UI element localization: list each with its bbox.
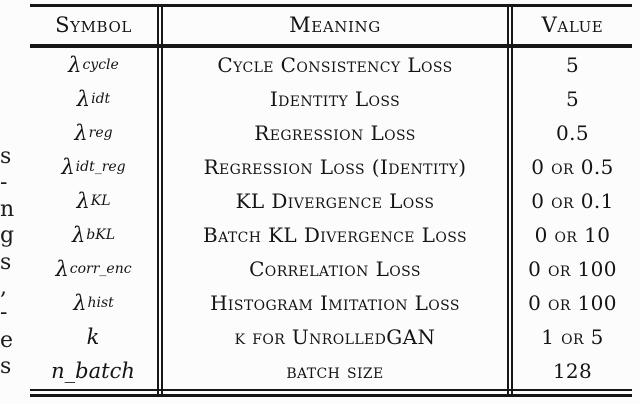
- meaning-cell: Regression Loss (Identity): [203, 155, 467, 179]
- symbol-subscript: KL: [90, 193, 111, 209]
- meaning-cell: Correlation Loss: [249, 257, 421, 281]
- meaning-cell: Regression Loss: [254, 121, 416, 145]
- table-header-row: Symbol Meaning Value: [30, 7, 632, 44]
- table-row: λ reg Regression Loss 0.5: [30, 116, 632, 150]
- value-cell: 5: [565, 87, 580, 111]
- symbol-base: λ: [76, 189, 90, 213]
- table-bottom-rule-inner: [30, 394, 632, 397]
- symbol-subscript: idt: [91, 91, 111, 107]
- symbol-base: λ: [55, 257, 69, 281]
- meaning-cell: Identity Loss: [269, 87, 401, 111]
- symbol-base: λ: [76, 87, 91, 111]
- symbol-base: k: [86, 325, 100, 349]
- table-body: λ cycle Cycle Consistency Loss 5 λ idt Ide…: [30, 48, 632, 388]
- table-vertical-double-rule-1: [157, 4, 163, 396]
- margin-fragment: n: [0, 197, 15, 222]
- symbol-subscript: reg: [88, 125, 113, 141]
- value-cell: 128: [552, 359, 593, 383]
- symbol-base: λ: [61, 155, 75, 179]
- symbol-cell: λ KL: [30, 184, 157, 218]
- symbol-cell: n_batch: [30, 354, 157, 388]
- symbol-cell: λ hist: [30, 286, 157, 320]
- symbol-subscript: idt_reg: [75, 159, 126, 175]
- table-row: k k for UnrolledGAN 1 or 5: [30, 320, 632, 354]
- value-cell: 5: [565, 53, 580, 77]
- header-meaning: Meaning: [289, 13, 381, 37]
- table-top-rule: [30, 4, 632, 7]
- value-cell: 0 or 100: [528, 257, 617, 281]
- meaning-cell: KL Divergence Loss: [235, 189, 435, 213]
- table-bottom-rule-outer: [30, 388, 632, 391]
- margin-fragment: -: [0, 300, 8, 325]
- header-value: Value: [541, 13, 604, 37]
- symbol-subscript: hist: [87, 295, 114, 311]
- value-cell: 0 or 0.1: [531, 189, 614, 213]
- symbol-subscript: cycle: [82, 57, 119, 73]
- table-vertical-double-rule-2: [507, 4, 513, 396]
- symbol-subscript: bKL: [86, 227, 116, 243]
- table-header-rule: [30, 43, 632, 48]
- value-cell: 0 or 100: [528, 291, 617, 315]
- symbol-cell: λ idt: [30, 82, 157, 116]
- meaning-cell: k for UnrolledGAN: [234, 325, 436, 349]
- table-row: λ bKL Batch KL Divergence Loss 0 or 10: [30, 218, 632, 252]
- table-row: λ KL KL Divergence Loss 0 or 0.1: [30, 184, 632, 218]
- hyperparameters-table: Symbol Meaning Value λ cycle Cycle Consis…: [30, 0, 632, 400]
- margin-fragment: -: [0, 170, 8, 195]
- symbol-base: n_batch: [51, 359, 135, 383]
- table-row: λ idt_reg Regression Loss (Identity) 0 or…: [30, 150, 632, 184]
- margin-fragment: g: [0, 223, 15, 248]
- table-row: λ idt Identity Loss 5: [30, 82, 632, 116]
- symbol-base: λ: [73, 291, 87, 315]
- symbol-cell: λ idt_reg: [30, 150, 157, 184]
- table-row: n_batch batch size 128: [30, 354, 632, 388]
- symbol-cell: λ corr_enc: [30, 252, 157, 286]
- symbol-subscript: corr_enc: [69, 261, 132, 277]
- value-cell: 0 or 10: [534, 223, 611, 247]
- margin-fragment: s: [0, 250, 12, 275]
- margin-fragment: ,: [0, 275, 7, 300]
- table-row: λ corr_enc Correlation Loss 0 or 100: [30, 252, 632, 286]
- symbol-base: λ: [71, 223, 86, 247]
- table-row: λ hist Histogram Imitation Loss 0 or 100: [30, 286, 632, 320]
- value-cell: 0 or 0.5: [531, 155, 614, 179]
- margin-fragment: e: [0, 328, 14, 353]
- symbol-cell: λ bKL: [30, 218, 157, 252]
- value-cell: 0.5: [555, 121, 589, 145]
- margin-fragment: s: [0, 354, 12, 379]
- symbol-base: λ: [68, 53, 82, 77]
- margin-fragment: s: [0, 144, 12, 169]
- symbol-base: λ: [74, 121, 88, 145]
- meaning-cell: Batch KL Divergence Loss: [203, 223, 467, 247]
- header-symbol: Symbol: [55, 13, 132, 37]
- left-margin-text-fragments: s - n g s , - e s: [0, 0, 14, 404]
- meaning-cell: Histogram Imitation Loss: [210, 291, 460, 315]
- meaning-cell: batch size: [286, 359, 384, 383]
- meaning-cell: Cycle Consistency Loss: [217, 53, 453, 77]
- symbol-cell: λ reg: [30, 116, 157, 150]
- symbol-cell: λ cycle: [30, 48, 157, 82]
- value-cell: 1 or 5: [541, 325, 604, 349]
- table-row: λ cycle Cycle Consistency Loss 5: [30, 48, 632, 82]
- symbol-cell: k: [30, 320, 157, 354]
